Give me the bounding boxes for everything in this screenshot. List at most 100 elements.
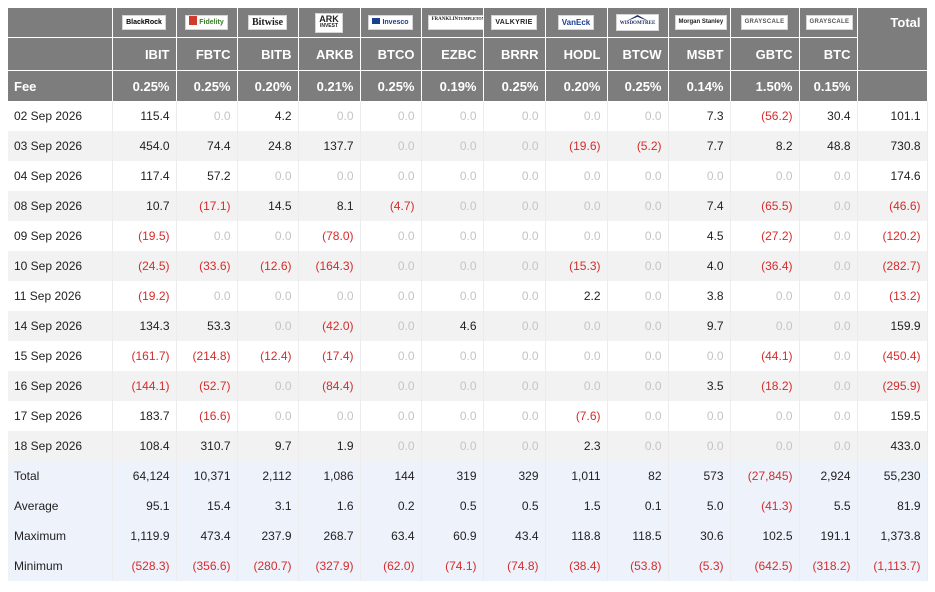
flow-cell: 0.0	[668, 401, 731, 431]
fund-logo-cell: GRAYSCALE	[799, 8, 858, 38]
row-total-cell: (450.4)	[857, 341, 928, 371]
flow-cell: (62.0)	[360, 551, 422, 581]
flow-cell: 82	[607, 461, 669, 491]
flow-cell: (18.2)	[730, 371, 800, 401]
flow-cell: 63.4	[360, 521, 422, 551]
flow-cell: 0.0	[545, 101, 608, 131]
flow-cell: 0.0	[421, 191, 484, 221]
logo-text: VanEck	[561, 18, 591, 28]
flow-cell: (4.7)	[360, 191, 422, 221]
flow-cell: 0.0	[483, 221, 546, 251]
flow-cell: 9.7	[237, 431, 299, 461]
flow-cell: (17.4)	[298, 341, 361, 371]
row-total-cell: (1,113.7)	[857, 551, 928, 581]
fund-logo-cell: Invesco	[360, 8, 422, 38]
flow-cell: 0.0	[298, 401, 361, 431]
logo-text: Fidelity	[199, 19, 224, 27]
flow-cell: (19.2)	[112, 281, 177, 311]
flow-cell: (36.4)	[730, 251, 800, 281]
flow-cell: 0.0	[360, 101, 422, 131]
flow-cell: 64,124	[112, 461, 177, 491]
flow-cell: 0.0	[421, 221, 484, 251]
fee-fbtc: 0.25%	[176, 70, 238, 101]
row-total-cell: 730.8	[857, 131, 928, 161]
flow-cell: (53.8)	[607, 551, 669, 581]
franklin-templeton-logo: FRANKLINTEMPLETON	[427, 15, 482, 31]
flow-cell: 57.2	[176, 161, 238, 191]
logo-row: BlackRock Fidelity Bitwise ARK INVEST Invesco…	[8, 8, 928, 71]
flow-cell: 0.0	[237, 401, 299, 431]
fund-logo-cell: WISDOMTREE	[607, 8, 669, 38]
fee-arkb: 0.21%	[298, 70, 361, 101]
fidelity-logo: Fidelity	[185, 15, 228, 31]
flow-cell: 2,924	[799, 461, 858, 491]
flow-cell: 1,119.9	[112, 521, 177, 551]
flow-cell: 473.4	[176, 521, 238, 551]
flow-cell: (19.6)	[545, 131, 608, 161]
flow-cell: 0.0	[298, 101, 361, 131]
fund-logo-cell: BlackRock	[112, 8, 177, 38]
flow-cell: 0.0	[421, 101, 484, 131]
table-row: 10 Sep 2026 (24.5) (33.6) (12.6) (164.3) 0.0 0…	[8, 251, 928, 281]
flow-cell: 43.4	[483, 521, 546, 551]
flows-table-container: BlackRock Fidelity Bitwise ARK INVEST Invesco…	[8, 8, 928, 581]
flow-cell: 0.0	[607, 161, 669, 191]
flow-cell: 10.7	[112, 191, 177, 221]
flow-cell: 0.0	[730, 311, 800, 341]
row-total-cell: 174.6	[857, 161, 928, 191]
flow-cell: (17.1)	[176, 191, 238, 221]
flow-cell: 0.0	[799, 251, 858, 281]
ticker-btcw: BTCW	[607, 37, 669, 71]
ticker-arkb: ARKB	[298, 37, 361, 71]
fee-ibit: 0.25%	[112, 70, 177, 101]
flow-cell: 0.0	[607, 341, 669, 371]
flow-cell: 0.0	[799, 311, 858, 341]
flow-cell: 0.0	[483, 371, 546, 401]
flow-cell: 0.1	[607, 491, 669, 521]
date-cell: 02 Sep 2026	[8, 101, 113, 131]
fund-logo-cell: Morgan Stanley	[668, 8, 731, 38]
table-row: 02 Sep 2026 115.4 0.0 4.2 0.0 0.0 0.0 0.0 0.0 0.0…	[8, 101, 928, 131]
ticker-row: IBIT FBTC BITB ARKB BTCO EZBC BRRR HODL BTCW MSBT…	[8, 37, 927, 71]
flow-cell: (16.6)	[176, 401, 238, 431]
ark-invest-logo: ARK INVEST	[315, 12, 343, 33]
flow-cell: 0.0	[799, 281, 858, 311]
flow-cell: 0.0	[607, 101, 669, 131]
summary-row: Average 95.1 15.4 3.1 1.6 0.2 0.5 0.5 1.5 0.1 5.0(…	[8, 491, 928, 521]
flow-cell: (280.7)	[237, 551, 299, 581]
row-total-cell: 101.1	[857, 101, 928, 131]
flow-cell: 0.0	[668, 161, 731, 191]
bitwise-logo: Bitwise	[247, 15, 288, 31]
fund-logo-cell: ARK INVEST	[298, 8, 361, 38]
logo-text: Bitwise	[251, 17, 284, 29]
flow-cell: (12.4)	[237, 341, 299, 371]
flow-cell: 454.0	[112, 131, 177, 161]
flow-cell: (65.5)	[730, 191, 800, 221]
flow-cell: 0.0	[360, 131, 422, 161]
flow-cell: 0.0	[298, 161, 361, 191]
fee-bitb: 0.20%	[237, 70, 299, 101]
flow-cell: (24.5)	[112, 251, 177, 281]
flow-cell: 0.0	[545, 371, 608, 401]
grayscale-logo: GRAYSCALE	[740, 15, 789, 31]
flow-cell: 102.5	[730, 521, 800, 551]
etf-flows-table: BlackRock Fidelity Bitwise ARK INVEST Invesco…	[8, 8, 928, 581]
date-cell: 14 Sep 2026	[8, 311, 113, 341]
flow-cell: 0.0	[483, 161, 546, 191]
flow-cell: 0.0	[545, 191, 608, 221]
vaneck-logo: VanEck	[557, 15, 595, 31]
ticker-gbtc: GBTC	[730, 37, 800, 71]
flow-cell: 7.7	[668, 131, 731, 161]
flow-cell: 24.8	[237, 131, 299, 161]
flow-cell: 0.0	[483, 101, 546, 131]
flow-cell: 0.0	[360, 161, 422, 191]
ticker-bitb: BITB	[237, 37, 299, 71]
flow-cell: (318.2)	[799, 551, 858, 581]
date-cell: 09 Sep 2026	[8, 221, 113, 251]
flow-cell: 5.5	[799, 491, 858, 521]
blackrock-logo: BlackRock	[122, 15, 166, 31]
flow-cell: (78.0)	[298, 221, 361, 251]
date-cell: 08 Sep 2026	[8, 191, 113, 221]
flow-cell: 0.0	[483, 341, 546, 371]
summary-label: Minimum	[8, 551, 113, 581]
